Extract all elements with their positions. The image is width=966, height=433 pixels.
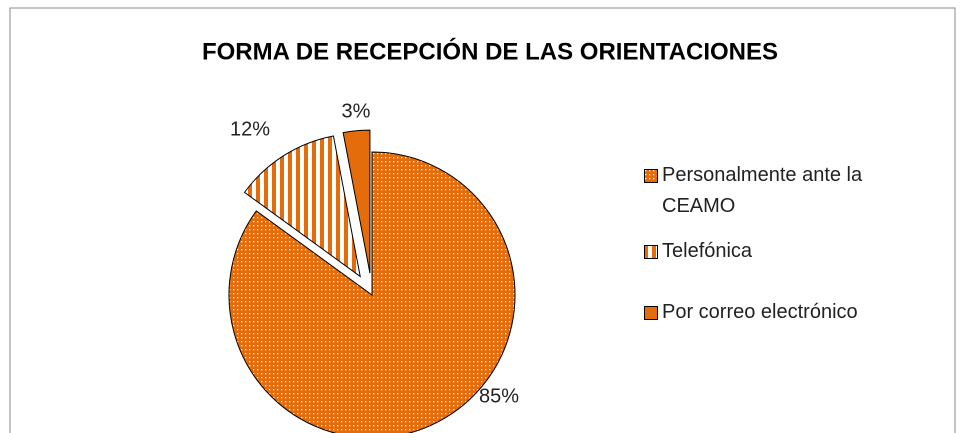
legend-swatch-rect [644,245,658,259]
legend-swatch-rect [644,169,658,183]
pie-slice [228,151,516,433]
pie-slice [342,129,371,274]
pie-slice [243,135,361,278]
legend-swatch [644,245,658,259]
legend-swatch [644,306,658,320]
legend-label: Por correo electrónico [662,301,858,323]
chart-title: FORMA DE RECEPCIÓN DE LAS ORIENTACIONES [202,37,778,65]
data-label: 85% [479,385,519,407]
legend-swatch [644,169,658,183]
legend-label: Personalmente ante la CEAMO [662,164,863,217]
legend-item: Personalmente ante la CEAMO [644,160,894,222]
legend-swatch-rect [644,306,658,320]
legend-item: Por correo electrónico [644,297,894,328]
legend: Personalmente ante la CEAMO Telefónica Por… [644,160,894,342]
data-label: 3% [342,100,371,122]
data-label: 12% [230,118,270,140]
legend-label: Telefónica [662,240,753,262]
legend-item: Telefónica [644,236,894,267]
